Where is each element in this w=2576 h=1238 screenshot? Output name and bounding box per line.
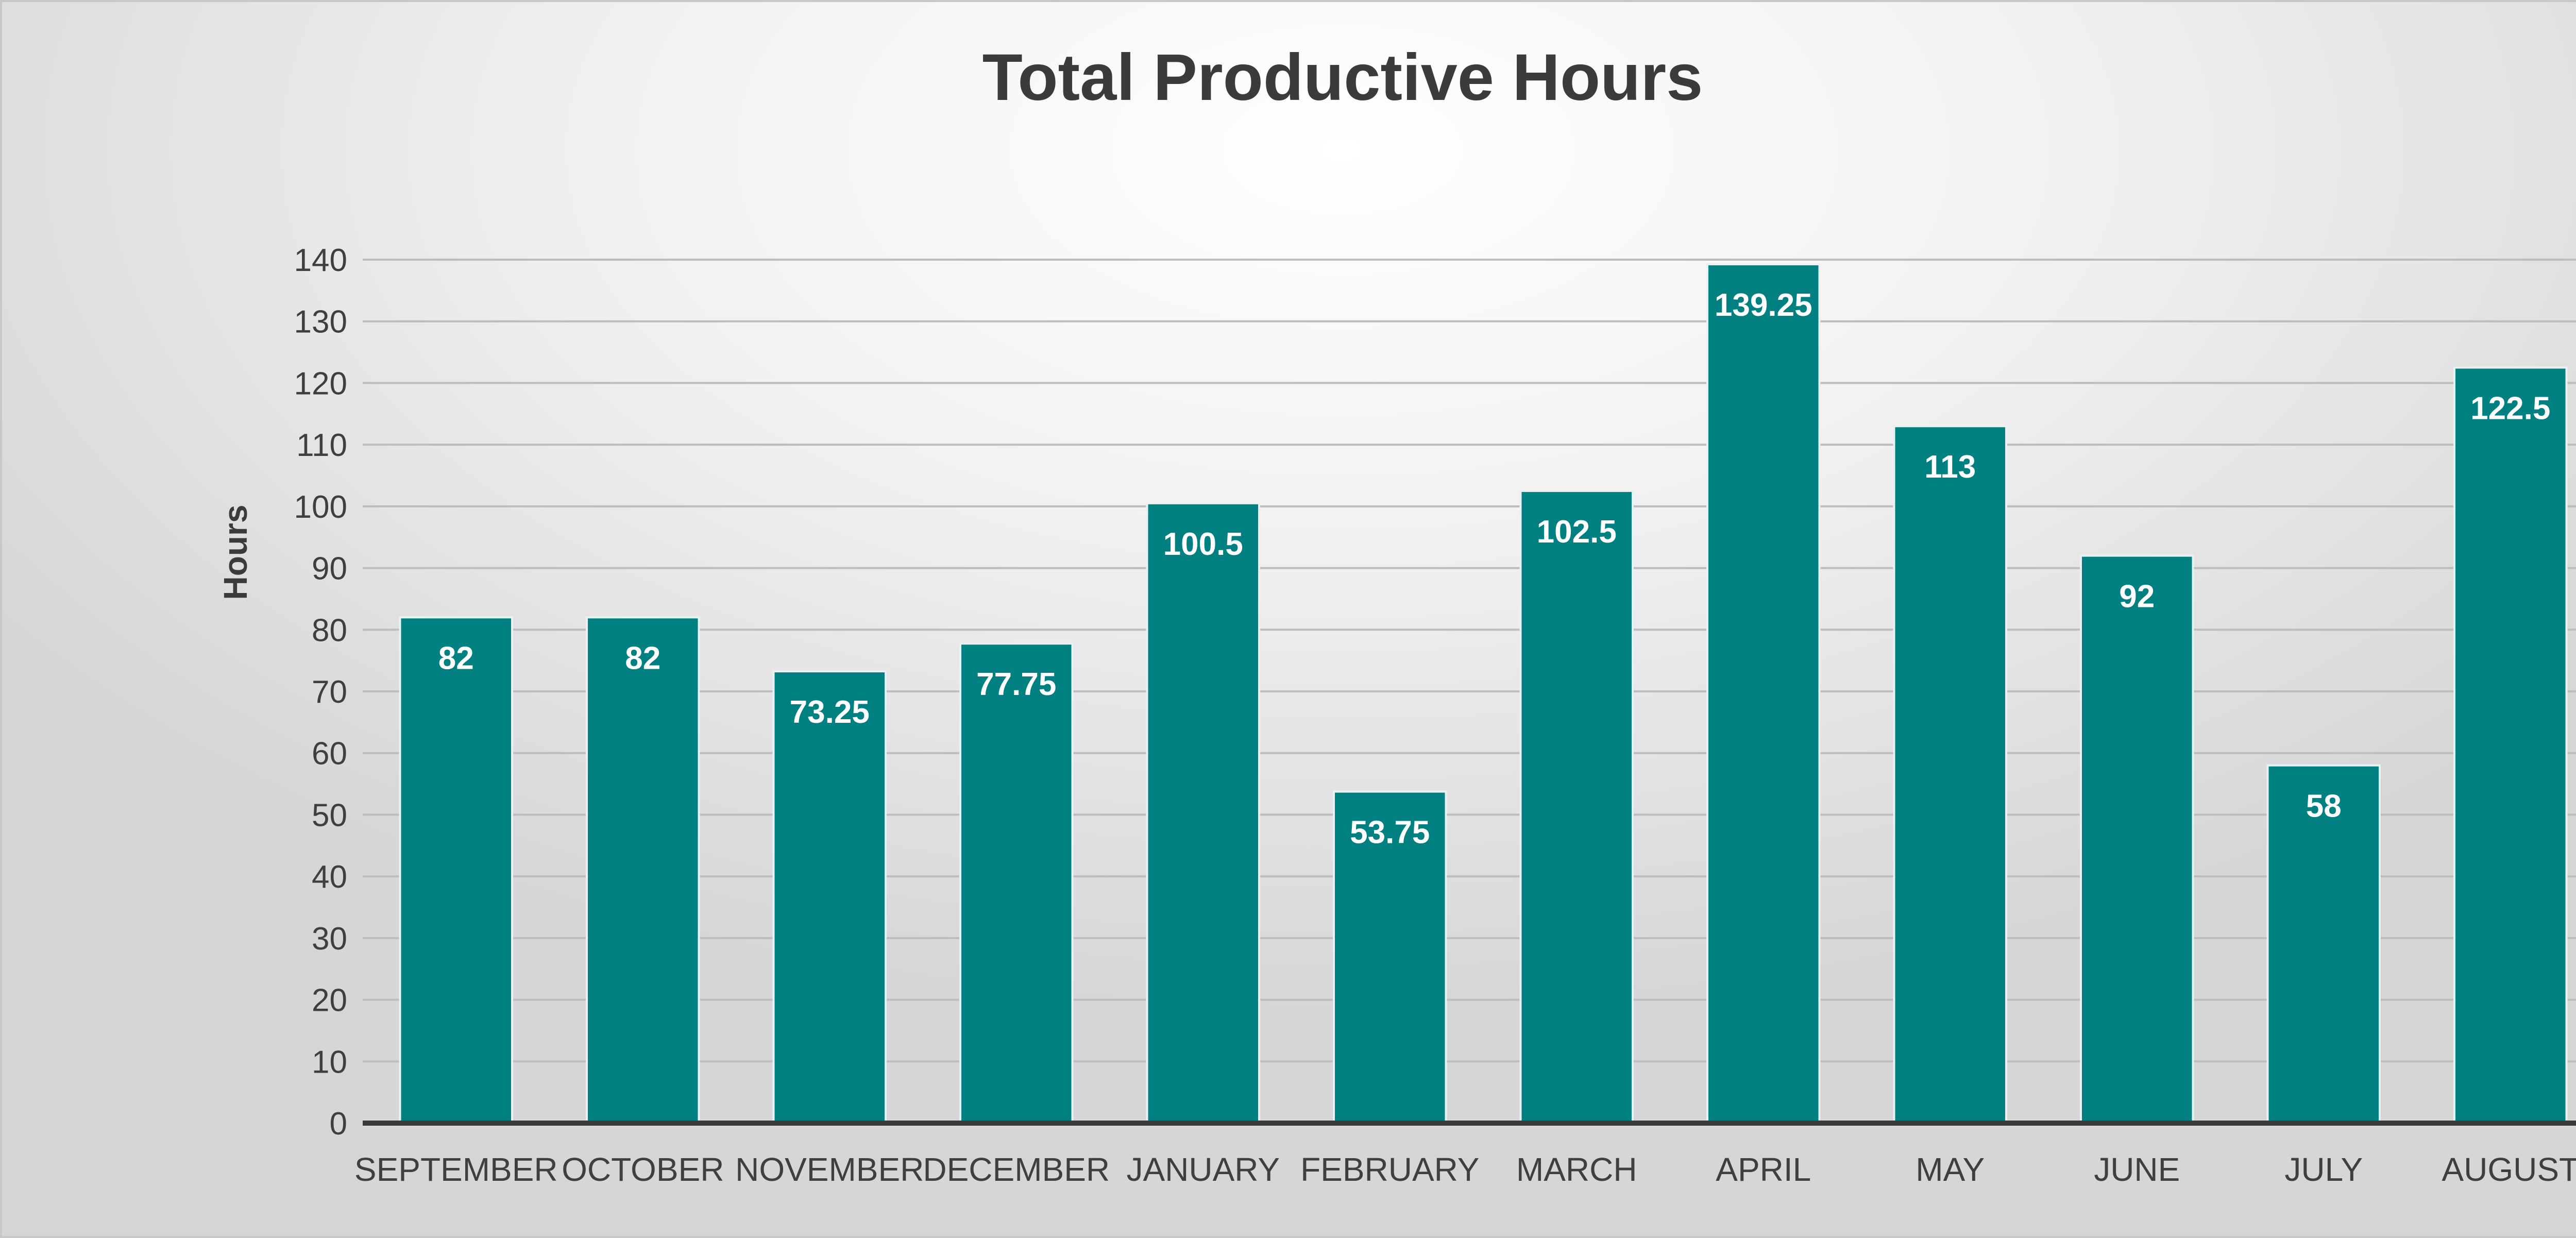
x-tick-label: JULY [2284, 1151, 2363, 1188]
data-label: 92 [2119, 579, 2155, 615]
y-tick-label: 130 [294, 304, 347, 340]
data-label: 100.5 [1163, 527, 1243, 562]
data-label: 122.5 [2470, 391, 2550, 427]
bar-may [1893, 425, 2007, 1125]
bar-january [1146, 502, 1260, 1124]
data-label: 102.5 [1537, 514, 1617, 550]
y-tick-label: 20 [312, 983, 347, 1019]
bar-april [1706, 263, 1821, 1125]
y-tick-label: 0 [330, 1106, 347, 1142]
y-tick-label: 110 [296, 428, 347, 463]
x-tick-label: JUNE [2094, 1151, 2180, 1188]
bar-september [399, 616, 513, 1125]
x-tick-label: OCTOBER [562, 1151, 724, 1188]
bar-february [1333, 790, 1447, 1125]
data-label: 53.75 [1350, 815, 1430, 851]
data-label: 77.75 [976, 667, 1056, 702]
x-tick-label: MAY [1916, 1151, 1985, 1188]
data-label: 82 [438, 640, 474, 676]
x-tick-label: FEBRUARY [1300, 1151, 1479, 1188]
bar-august [2453, 366, 2568, 1124]
x-tick-label: JANUARY [1126, 1151, 1280, 1188]
x-tick-label: SEPTEMBER [354, 1151, 558, 1188]
y-tick-label: 90 [312, 551, 347, 587]
y-axis-ticks: 0 10 20 30 40 50 60 70 80 90 100 110 120 130 140 [294, 243, 347, 1142]
y-tick-label: 60 [312, 736, 347, 772]
bar-june [2080, 554, 2194, 1124]
y-tick-label: 140 [294, 243, 347, 278]
bar-december [959, 642, 1074, 1124]
chart-title: Total Productive Hours [982, 41, 1703, 114]
bar-november [772, 670, 887, 1125]
y-tick-label: 70 [312, 674, 347, 710]
x-tick-label: DECEMBER [923, 1151, 1110, 1188]
data-label: 113 [1924, 449, 1976, 485]
y-tick-label: 80 [312, 613, 347, 648]
y-tick-label: 10 [312, 1044, 347, 1080]
x-tick-label: AUGUST [2442, 1151, 2576, 1188]
bars [399, 263, 2568, 1125]
y-tick-label: 120 [294, 366, 347, 401]
y-tick-label: 100 [294, 489, 347, 525]
bar-july [2266, 764, 2381, 1124]
y-tick-label: 50 [312, 798, 347, 833]
data-label: 139.25 [1715, 287, 1812, 323]
bar-march [1519, 489, 1634, 1124]
x-tick-label: APRIL [1716, 1151, 1811, 1188]
y-axis-label: Hours [217, 505, 254, 600]
data-label: 82 [625, 640, 660, 676]
x-tick-label: MARCH [1516, 1151, 1637, 1188]
gridlines [363, 259, 2576, 1063]
data-labels: 82 82 73.25 77.75 100.5 53.75 102.5 139.25 113 92… [438, 287, 2551, 851]
x-tick-label: NOVEMBER [735, 1151, 924, 1188]
bar-october [586, 616, 700, 1125]
data-label: 73.25 [790, 694, 870, 730]
data-label: 58 [2306, 789, 2342, 824]
y-tick-label: 40 [312, 859, 347, 895]
y-tick-label: 30 [312, 921, 347, 957]
